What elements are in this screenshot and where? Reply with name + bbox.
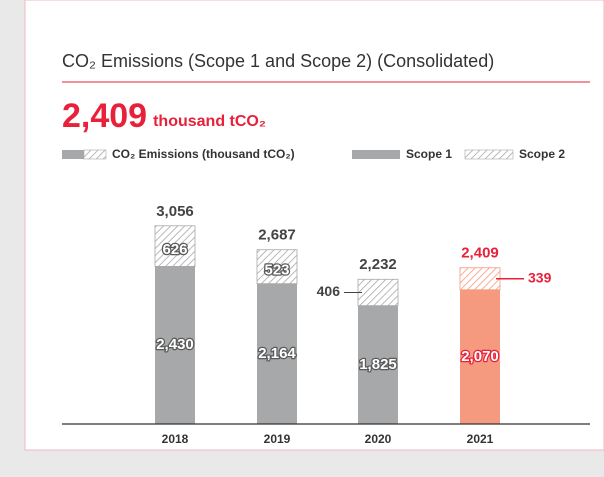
- legend-swatch: [352, 150, 400, 159]
- headline-unit: thousand tCO₂: [153, 113, 266, 130]
- legend-label: Scope 2: [519, 147, 565, 161]
- legend-label: CO₂ Emissions (thousand tCO₂): [112, 147, 295, 161]
- total-label: 2,409: [461, 245, 499, 262]
- value-label: 2,430: [156, 336, 194, 353]
- scope1-bar: [155, 266, 195, 424]
- scope2-bar: [154, 225, 196, 267]
- legend-swatch: [62, 150, 84, 159]
- total-label: 2,687: [258, 227, 296, 244]
- value-label: 1,825: [359, 356, 397, 373]
- x-tick-label: 2020: [365, 432, 392, 446]
- value-label: 406: [317, 283, 341, 299]
- legend-swatch: [83, 149, 107, 160]
- scope2-bar: [357, 278, 399, 307]
- value-label: 2,070: [461, 348, 499, 365]
- scope1-bar: [257, 283, 297, 424]
- legend-label: Scope 1: [406, 147, 452, 161]
- x-tick-label: 2019: [264, 432, 291, 446]
- legend-swatch: [464, 149, 514, 160]
- scope2-bar: [256, 249, 298, 285]
- chart-title: CO₂ Emissions (Scope 1 and Scope 2) (Con…: [62, 51, 494, 71]
- scope2-bar: [459, 267, 501, 291]
- value-label: 2,164: [258, 345, 296, 362]
- card: [24, 0, 604, 451]
- scope1-bar: [460, 289, 500, 424]
- total-label: 3,056: [156, 203, 194, 220]
- value-label: 626: [162, 241, 187, 258]
- x-tick-label: 2018: [162, 432, 189, 446]
- value-label: 339: [528, 269, 552, 285]
- scope1-bar: [358, 305, 398, 424]
- x-tick-label: 2021: [467, 432, 494, 446]
- headline: 2,409: [62, 97, 147, 135]
- total-label: 2,232: [359, 256, 397, 273]
- value-label: 523: [264, 262, 289, 279]
